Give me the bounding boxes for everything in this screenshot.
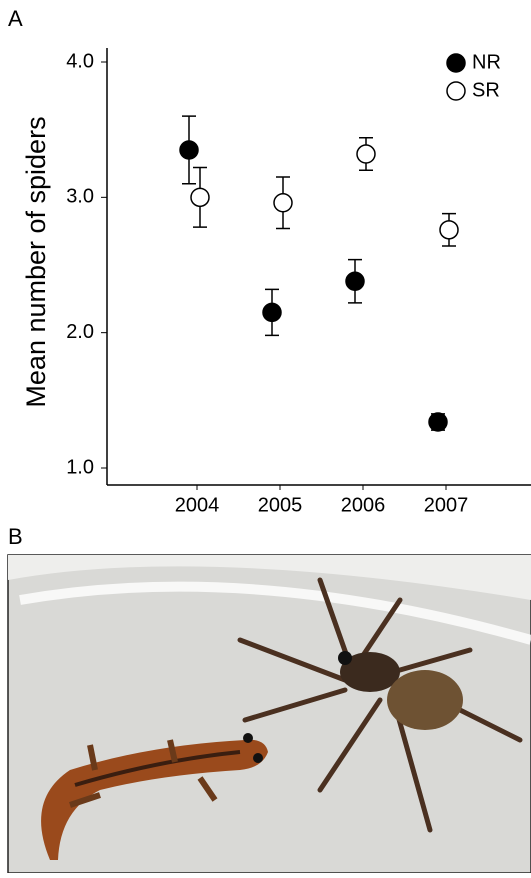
- panel-label: B: [8, 524, 23, 549]
- x-tick-label: 2007: [424, 494, 469, 516]
- panel-label: A: [8, 6, 23, 31]
- y-tick-label: 1.0: [66, 456, 94, 478]
- x-tick-label: 2005: [258, 494, 303, 516]
- legend-label: SR: [472, 79, 500, 101]
- point: [429, 413, 447, 431]
- legend-label: NR: [472, 51, 501, 73]
- y-tick-label: 2.0: [66, 321, 94, 343]
- point: [263, 303, 281, 321]
- point: [274, 194, 292, 212]
- point: [440, 221, 458, 239]
- x-tick-label: 2004: [175, 494, 220, 516]
- y-tick-label: 3.0: [66, 186, 94, 208]
- photo: [8, 555, 531, 873]
- x-tick-label: 2006: [341, 494, 386, 516]
- y-tick-label: 4.0: [66, 50, 94, 72]
- point: [357, 145, 375, 163]
- point: [180, 141, 198, 159]
- figure: A B Mean number of spiders 1.0 2.0 3.0 4.0 2…: [0, 0, 531, 873]
- legend-marker: [447, 82, 465, 100]
- point: [346, 272, 364, 290]
- point: [191, 188, 209, 206]
- legend-marker: [447, 54, 465, 72]
- y-axis-label: Mean number of spiders: [21, 116, 51, 407]
